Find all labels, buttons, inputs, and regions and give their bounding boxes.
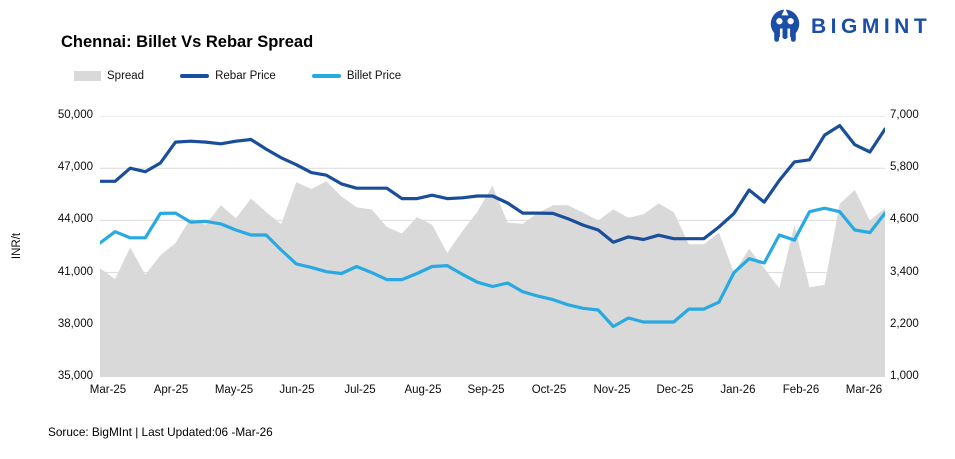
x-axis-tick-jun-25: Jun-25 — [279, 384, 315, 396]
legend-swatch-rebar-price — [180, 74, 210, 78]
y-axis-left-tick: 44,000 — [57, 213, 93, 226]
legend-swatch-billet-price — [311, 74, 341, 78]
y-axis-left-tick: 47,000 — [57, 161, 93, 174]
y-axis-right-tick: 7,000 — [890, 109, 919, 121]
x-axis-tick-oct-25: Oct-25 — [531, 384, 567, 396]
bigmint-logo-text: BIGMINT — [811, 15, 932, 38]
legend-label-spread: Spread — [107, 70, 145, 82]
chart-title: Chennai: Billet Vs Rebar Spread — [61, 33, 314, 51]
legend-item-rebar-price: Rebar Price — [180, 70, 276, 82]
x-axis-tick-apr-25: Apr-25 — [153, 384, 189, 396]
plot-svg — [100, 116, 885, 377]
y-axis-right-tick: 5,800 — [890, 161, 919, 174]
x-axis-tick-may-25: May-25 — [214, 384, 254, 396]
x-axis-tick-nov-25: Nov-25 — [593, 384, 631, 396]
source-note: Soruce: BigMInt | Last Updated:06 -Mar-2… — [48, 425, 273, 439]
x-axis-tick-mar-26: Mar-26 — [845, 384, 883, 396]
x-axis-tick-sep-25: Sep-25 — [467, 384, 505, 396]
legend-item-billet-price: Billet Price — [311, 70, 402, 82]
bigmint-logo: BIGMINT — [766, 8, 931, 46]
billet-price-line — [100, 206, 885, 329]
legend: Spread Rebar Price Billet Price — [74, 70, 401, 82]
y-axis-left-tick: 50,000 — [57, 109, 93, 121]
x-axis-tick-dec-25: Dec-25 — [656, 384, 694, 396]
legend-label-rebar-price: Rebar Price — [215, 70, 276, 82]
rebar-price-line — [100, 124, 885, 244]
y-axis-right-tick: 3,400 — [890, 265, 919, 278]
x-axis-tick-jul-25: Jul-25 — [344, 384, 376, 396]
y-axis-title: INR/t — [11, 232, 23, 260]
plot-area — [100, 116, 885, 377]
legend-item-spread: Spread — [74, 70, 144, 82]
y-axis-left-tick: 35,000 — [57, 370, 93, 382]
x-axis-tick-aug-25: Aug-25 — [404, 384, 442, 396]
x-axis-tick-jan-26: Jan-26 — [720, 384, 756, 396]
x-axis-tick-feb-26: Feb-26 — [782, 384, 820, 396]
y-axis-right-tick: 1,000 — [890, 370, 919, 382]
y-axis-right-tick: 2,200 — [890, 317, 919, 330]
spread-area — [100, 181, 885, 377]
bigmint-logo-icon — [770, 8, 800, 44]
legend-swatch-spread — [74, 71, 101, 81]
y-axis-left-tick: 41,000 — [57, 265, 93, 278]
legend-label-billet-price: Billet Price — [346, 70, 402, 82]
y-axis-left-tick: 38,000 — [57, 317, 93, 330]
x-axis-tick-mar-25: Mar-25 — [89, 384, 127, 396]
y-axis-right-tick: 4,600 — [890, 213, 919, 226]
